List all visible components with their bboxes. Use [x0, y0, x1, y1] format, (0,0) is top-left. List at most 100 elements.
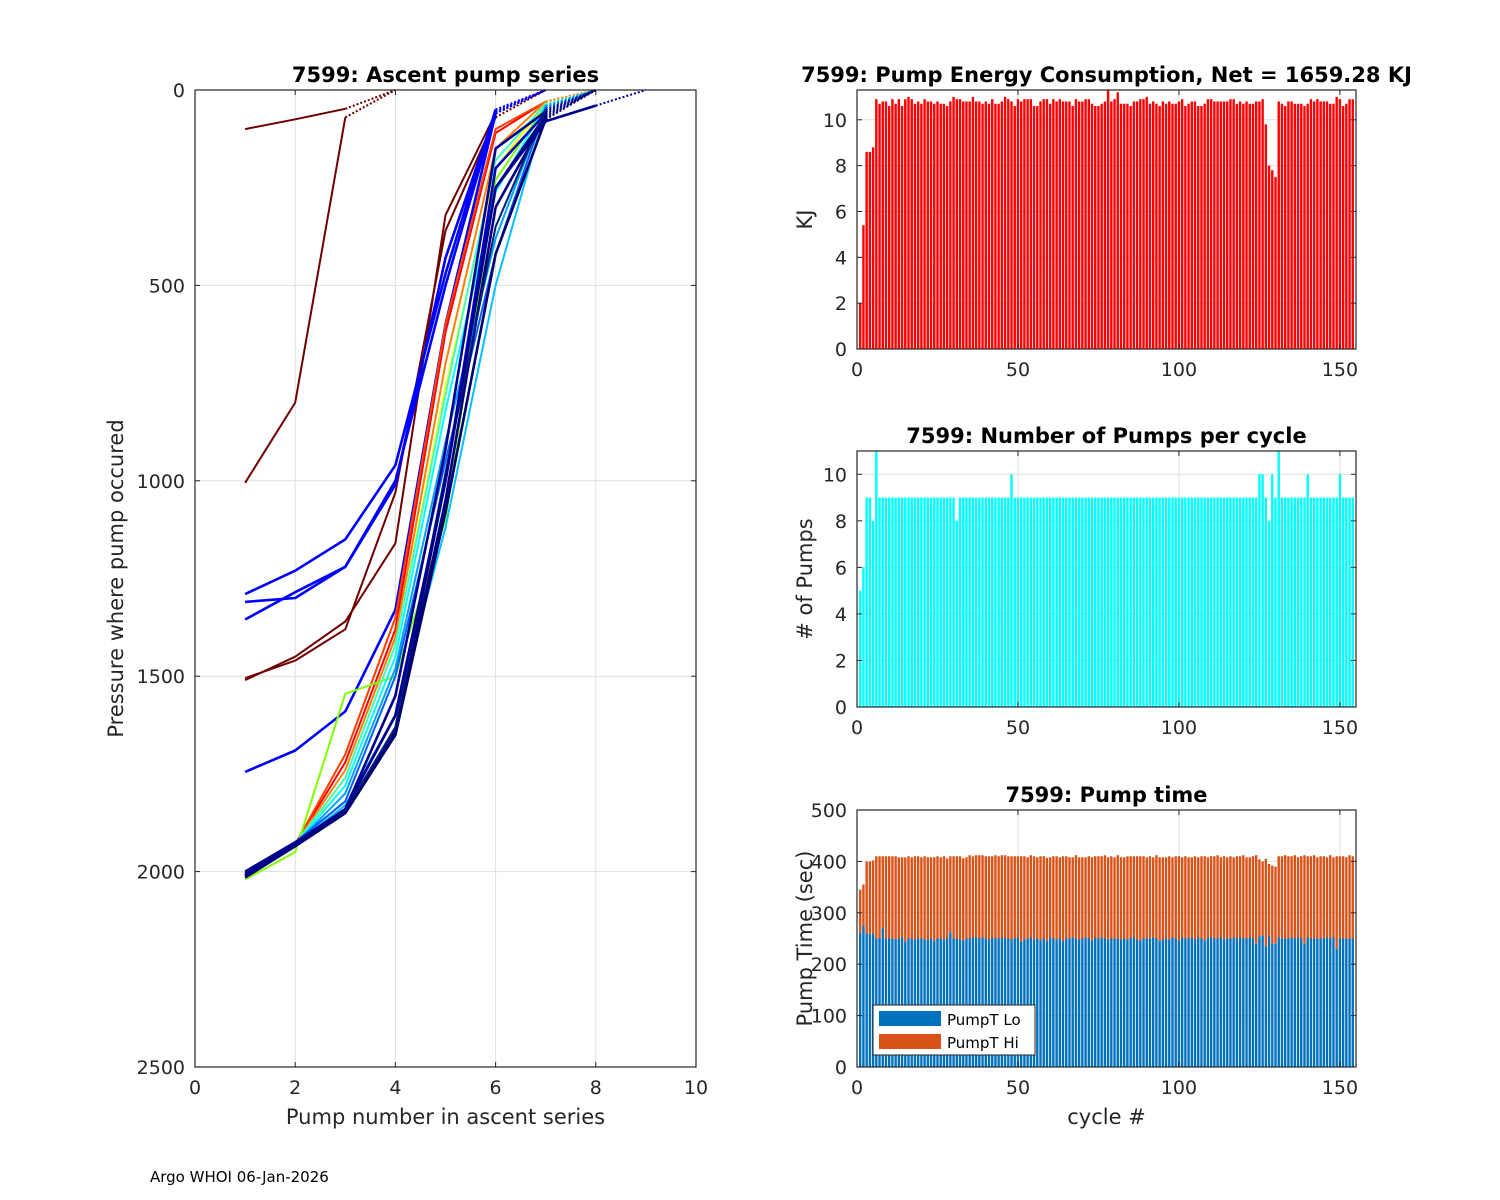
bar — [1293, 103, 1297, 349]
bar-pumpt-hi — [981, 855, 984, 938]
bar — [1319, 497, 1322, 707]
y-tick-label: 200 — [811, 954, 847, 976]
bar — [1303, 497, 1306, 707]
bar-pumpt-hi — [1335, 856, 1338, 949]
bar — [968, 497, 971, 707]
bar-pumpt-lo — [1023, 939, 1026, 1067]
bar-pumpt-lo — [1287, 938, 1290, 1067]
bar-pumpt-lo — [1058, 938, 1062, 1067]
bar — [984, 497, 987, 707]
bar — [1113, 99, 1116, 349]
bar-pumpt-lo — [923, 939, 926, 1067]
bars — [859, 90, 1354, 350]
bar-pumpt-lo — [1013, 938, 1016, 1067]
bar-pumpt-lo — [1296, 937, 1300, 1067]
bar-pumpt-lo — [1235, 938, 1239, 1067]
bar — [971, 96, 975, 349]
bar — [1348, 99, 1351, 349]
bar — [958, 497, 962, 707]
bar — [1216, 101, 1219, 350]
bar — [1087, 497, 1090, 707]
bar-pumpt-lo — [1045, 941, 1049, 1067]
y-tick-label: 2 — [835, 293, 847, 315]
bar — [1000, 101, 1004, 350]
bar-pumpt-lo — [1322, 938, 1326, 1067]
bar-pumpt-hi — [862, 884, 865, 926]
bar — [1061, 101, 1065, 350]
bar-pumpt-hi — [1042, 856, 1045, 939]
bar — [1235, 103, 1239, 349]
bar — [994, 497, 997, 707]
bar — [904, 99, 907, 349]
bar-pumpt-hi — [894, 856, 897, 940]
bar-pumpt-lo — [887, 938, 891, 1067]
bar-pumpt-hi — [1155, 855, 1158, 939]
bar — [1232, 497, 1235, 707]
bar-pumpt-hi — [971, 856, 975, 938]
bar-pumpt-lo — [987, 939, 991, 1067]
bar — [1052, 99, 1055, 349]
bar-pumpt-lo — [1090, 940, 1094, 1067]
bar-pumpt-lo — [958, 939, 962, 1067]
bar — [1219, 497, 1222, 707]
bar-pumpt-lo — [1145, 938, 1148, 1067]
bar-pumpt-lo — [962, 940, 965, 1067]
bar-pumpt-hi — [949, 856, 952, 933]
bar — [1087, 99, 1090, 349]
bar — [955, 520, 958, 707]
bar-pumpt-hi — [1016, 856, 1020, 938]
legend-swatch — [879, 1011, 941, 1026]
bar-pumpt-lo — [916, 938, 920, 1067]
bar — [1010, 474, 1013, 707]
profile-surface-dotted-segment — [545, 89, 597, 107]
bar — [997, 497, 1000, 707]
bar — [1290, 101, 1293, 350]
bar — [1110, 101, 1113, 350]
bar — [936, 101, 939, 350]
bar-pumpt-hi — [1264, 858, 1268, 947]
bar-pumpt-hi — [958, 856, 962, 940]
bar-pumpt-hi — [1113, 857, 1116, 939]
bar — [1200, 106, 1203, 349]
bar-pumpt-hi — [923, 856, 926, 940]
bar-pumpt-hi — [1019, 856, 1023, 942]
bar-pumpt-hi — [1258, 859, 1261, 937]
bar — [1312, 497, 1316, 707]
x-tick-label: 0 — [851, 1077, 863, 1099]
bar — [1113, 497, 1116, 707]
bar-pumpt-hi — [939, 857, 942, 939]
y-tick-label: 1000 — [137, 471, 185, 493]
bar-pumpt-hi — [1345, 857, 1348, 939]
bar-pumpt-hi — [1110, 856, 1113, 939]
bar — [1219, 101, 1222, 350]
bar-pumpt-hi — [1238, 856, 1242, 938]
bar — [949, 497, 952, 707]
bar — [878, 103, 881, 349]
bar-pumpt-lo — [926, 939, 930, 1067]
bar-pumpt-lo — [1251, 938, 1255, 1067]
bar-pumpt-lo — [1264, 946, 1268, 1067]
bar — [1187, 103, 1190, 349]
y-axis-label: Pump Time (sec) — [793, 851, 817, 1027]
bar — [1019, 101, 1023, 350]
bar-pumpt-hi — [1219, 857, 1222, 938]
bar-pumpt-lo — [1209, 937, 1213, 1067]
bar — [1174, 103, 1177, 349]
bar-pumpt-hi — [955, 856, 958, 939]
bar — [916, 101, 920, 350]
bar — [907, 497, 910, 707]
y-tick-label: 300 — [811, 903, 847, 925]
y-tick-label: 8 — [835, 511, 847, 533]
bar — [1055, 101, 1058, 350]
bar-pumpt-lo — [1106, 939, 1110, 1067]
bar-pumpt-hi — [1322, 856, 1326, 939]
y-axis-label: # of Pumps — [793, 518, 817, 640]
bar-pumpt-lo — [920, 938, 923, 1067]
bar — [1081, 101, 1084, 350]
bar-pumpt-hi — [1235, 856, 1239, 939]
bar — [994, 103, 997, 349]
bar — [1267, 520, 1271, 707]
bar-pumpt-hi — [1332, 857, 1335, 938]
bar — [1139, 497, 1142, 707]
bar — [881, 497, 884, 707]
